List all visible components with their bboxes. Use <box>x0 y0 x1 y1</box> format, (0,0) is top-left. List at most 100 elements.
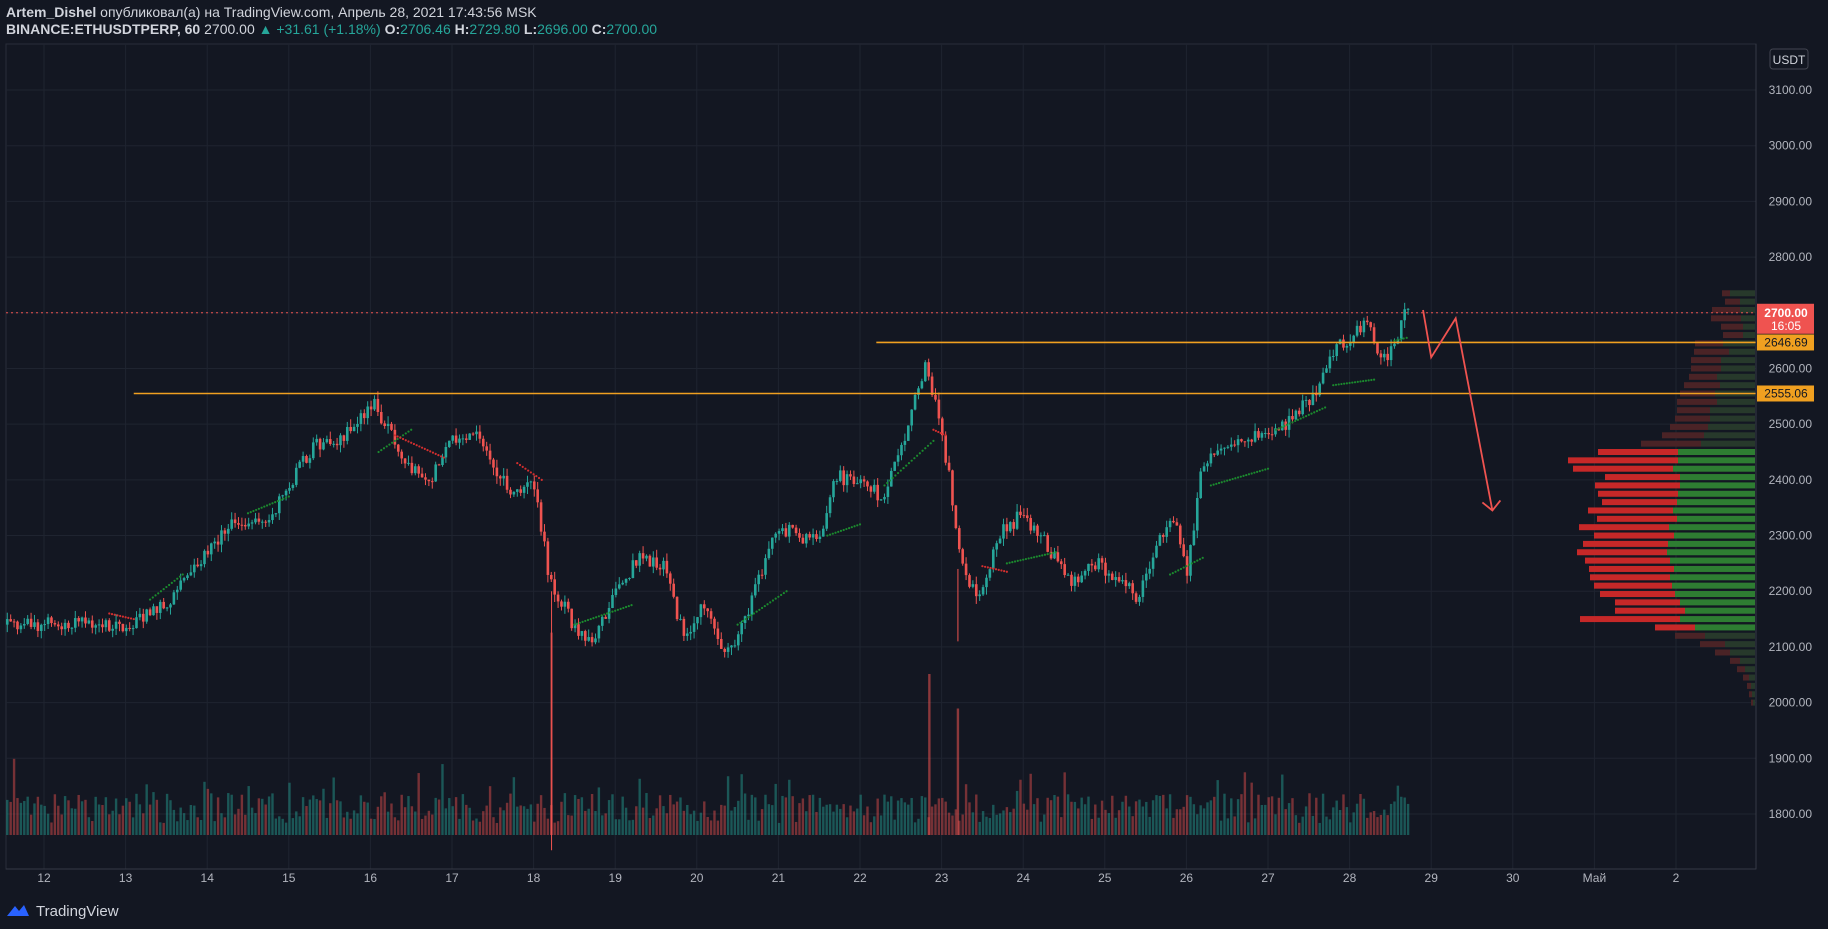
trend-dot <box>274 501 277 504</box>
candle-body <box>9 619 12 622</box>
candle-body <box>1059 561 1063 565</box>
candle-body <box>461 438 465 440</box>
trend-dot <box>780 593 783 597</box>
volume-bar <box>794 821 798 835</box>
trend-dot <box>1000 569 1003 572</box>
trend-dot <box>1253 471 1256 474</box>
volume-bar <box>543 807 546 835</box>
candle-body <box>821 528 825 537</box>
trend-dot <box>1046 553 1049 556</box>
volume-bar <box>1128 806 1131 835</box>
candle-body <box>862 479 866 482</box>
trend-dot <box>1370 378 1373 382</box>
candle-body <box>692 623 696 632</box>
candle-body <box>1219 448 1223 451</box>
volume-bar <box>658 795 662 835</box>
volume-bar <box>1247 822 1250 835</box>
time-tick-label: 19 <box>609 871 623 885</box>
candle-body <box>587 637 590 641</box>
volume-bar <box>1257 794 1260 835</box>
candle-body <box>135 617 138 629</box>
trend-dot <box>782 591 785 595</box>
volume-bar <box>624 807 628 835</box>
candle-body <box>90 620 94 628</box>
price-tick-label: 2800.00 <box>1769 250 1813 264</box>
trend-dot <box>165 585 168 589</box>
volume-bar <box>298 816 301 835</box>
trend-dot <box>774 597 777 600</box>
candle-body <box>471 433 475 435</box>
candle-body <box>638 553 641 566</box>
candle-body <box>386 423 390 427</box>
volume-bar <box>1389 803 1393 835</box>
trend-dot <box>1016 559 1019 563</box>
candle-body <box>1257 431 1260 438</box>
volume-bar <box>750 794 754 835</box>
volume-bar <box>366 802 369 835</box>
candle-body <box>747 614 750 617</box>
candle-body <box>784 528 788 537</box>
trend-dot <box>1288 422 1291 425</box>
volume-bar <box>580 797 584 835</box>
candle-body <box>1175 522 1179 526</box>
projection-drawing[interactable] <box>1422 309 1502 512</box>
volume-bar <box>179 807 182 835</box>
volume-bar <box>465 804 468 835</box>
volume-bar <box>305 806 308 835</box>
volume-bar <box>723 805 726 835</box>
candle-body <box>883 496 886 500</box>
volume-bar <box>359 795 363 835</box>
chart-pane[interactable] <box>5 43 1757 870</box>
time-axis[interactable]: 12 13 14 15 16 17 18 19 20 21 22 23 24 25 26 27 28 29 30 Ма… <box>37 871 1679 885</box>
candle-body <box>679 618 682 620</box>
brand-name[interactable]: TradingView <box>36 902 119 920</box>
trend-dot <box>442 456 445 459</box>
volume-profile-up-bar <box>1677 515 1755 522</box>
candle-body <box>277 496 281 514</box>
volume-bar <box>352 810 356 835</box>
volume-bar <box>451 806 454 835</box>
trend-dot <box>578 621 581 624</box>
candle-body <box>379 411 383 424</box>
volume-bar <box>1393 801 1396 835</box>
volume-bar <box>947 812 951 835</box>
volume-bar <box>988 818 992 835</box>
volume-bar <box>1345 807 1349 835</box>
volume-bar <box>1053 795 1056 835</box>
volume-bar <box>1060 817 1063 835</box>
volume-profile-up-bar <box>1717 373 1755 380</box>
candle-body <box>1063 564 1066 576</box>
candle-body <box>1070 574 1073 586</box>
candle-body <box>111 628 114 631</box>
volume-bar <box>890 796 893 835</box>
candle-body <box>430 481 434 483</box>
candle-body <box>971 584 975 587</box>
price-axis[interactable]: 3100.003000.002900.002800.002700.002600.… <box>1769 83 1813 821</box>
candle-body <box>1049 551 1053 559</box>
candle-body <box>1376 343 1379 354</box>
symbol-label[interactable]: BINANCE:ETHUSDTPERP, 60 <box>6 21 201 37</box>
volume-bar <box>1111 795 1114 835</box>
trend-dot <box>1212 483 1215 486</box>
currency-badge[interactable]: USDT <box>1769 48 1809 70</box>
trend-dot <box>518 463 522 467</box>
candle-body <box>1240 439 1243 442</box>
volume-bar <box>499 807 502 835</box>
volume-bar <box>730 810 733 835</box>
volume-bar <box>1400 796 1403 835</box>
volume-bar <box>431 814 434 835</box>
volume-profile-down-bar <box>1743 674 1749 681</box>
volume-bar <box>519 805 522 835</box>
time-tick-label: 22 <box>853 871 867 885</box>
author-name[interactable]: Artem_Dishel <box>6 4 97 20</box>
volume-bar <box>1056 796 1060 835</box>
candle-body <box>1195 498 1199 531</box>
time-tick-label: 24 <box>1017 871 1031 885</box>
trend-dot <box>755 610 758 613</box>
time-tick-label: 26 <box>1180 871 1194 885</box>
volume-bar <box>1175 809 1179 835</box>
volume-bar <box>1185 795 1189 835</box>
volume-bar <box>9 801 12 835</box>
trend-dot <box>913 457 916 460</box>
